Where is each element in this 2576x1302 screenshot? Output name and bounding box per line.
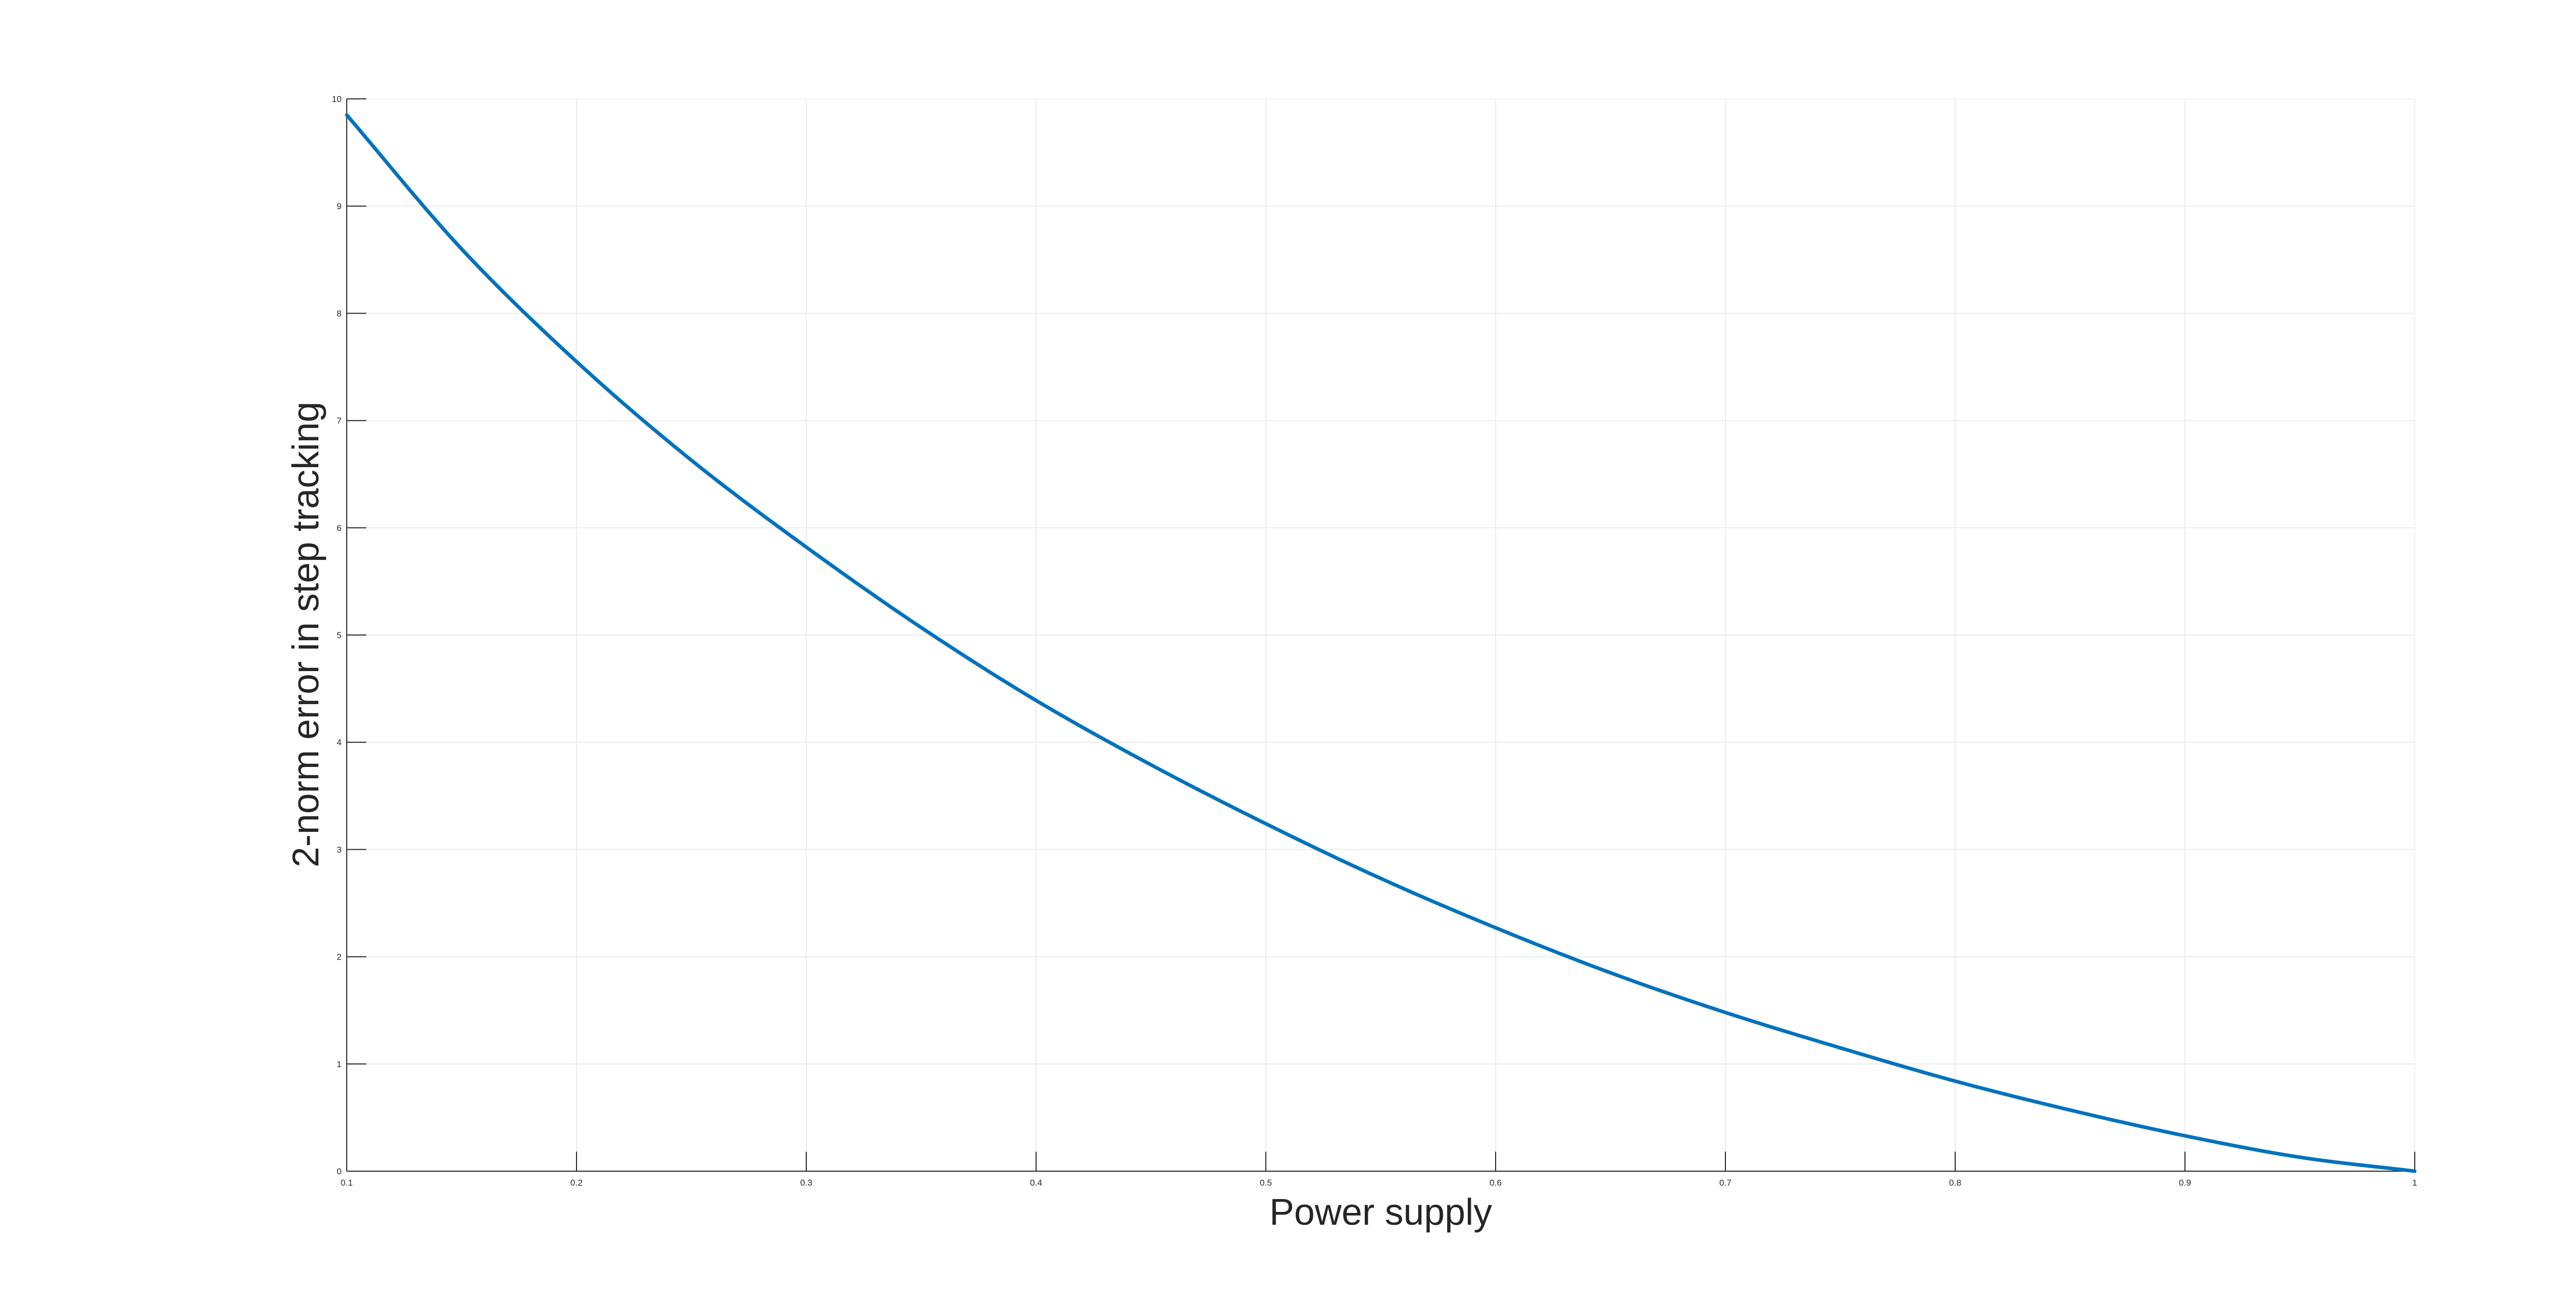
- y-tick-label: 5: [337, 630, 342, 640]
- y-tick-label: 9: [337, 201, 342, 211]
- x-tick-label: 0.7: [1719, 1178, 1732, 1188]
- series-line: [345, 113, 2417, 1173]
- x-tick-label: 1: [2412, 1178, 2417, 1188]
- x-axis-label: Power supply: [1269, 1192, 1492, 1233]
- axes: [346, 98, 2415, 1172]
- x-tick-label: 0.1: [341, 1178, 353, 1188]
- series-layer: [345, 113, 2417, 1173]
- y-tick-label: 1: [337, 1059, 342, 1069]
- y-tick-label: 6: [337, 523, 342, 533]
- x-tick-label: 0.5: [1260, 1178, 1272, 1188]
- x-tick-label: 0.2: [570, 1178, 583, 1188]
- y-tick-label: 4: [337, 738, 342, 747]
- y-tick-label: 8: [337, 309, 342, 318]
- x-tick-label: 0.6: [1489, 1178, 1502, 1188]
- x-tick-label: 0.8: [1949, 1178, 1961, 1188]
- x-tick-label: 0.9: [2179, 1178, 2191, 1188]
- y-tick-label: 0: [337, 1167, 342, 1176]
- x-tick-label: 0.4: [1030, 1178, 1042, 1188]
- y-axis-label: 2-norm error in step tracking: [285, 402, 327, 867]
- y-tick-label: 2: [337, 952, 342, 962]
- y-tick-label: 3: [337, 845, 342, 854]
- x-tick-label: 0.3: [800, 1178, 812, 1188]
- y-tick-label: 7: [337, 416, 342, 426]
- y-tick-label: 10: [332, 94, 342, 104]
